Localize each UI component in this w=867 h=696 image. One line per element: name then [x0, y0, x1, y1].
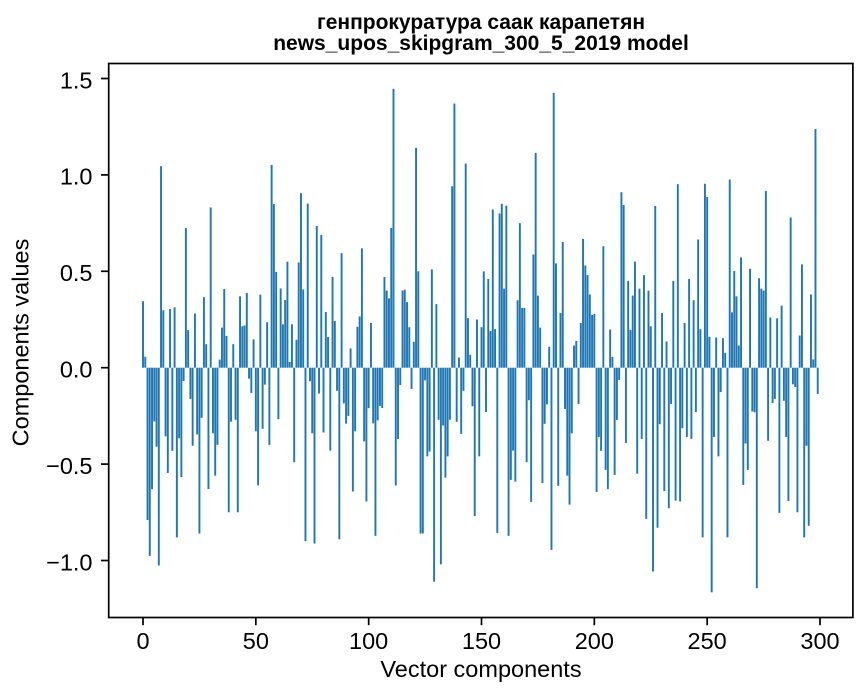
svg-text:Components values: Components values [8, 239, 34, 447]
svg-text:−0.5: −0.5 [46, 453, 92, 479]
svg-text:1.5: 1.5 [60, 67, 93, 93]
svg-text:Vector components: Vector components [380, 656, 581, 682]
svg-text:200: 200 [575, 628, 614, 654]
svg-text:−1.0: −1.0 [46, 549, 92, 575]
svg-text:250: 250 [688, 628, 727, 654]
svg-text:0.0: 0.0 [60, 356, 93, 382]
svg-text:100: 100 [349, 628, 388, 654]
svg-text:300: 300 [800, 628, 839, 654]
svg-text:0: 0 [136, 628, 149, 654]
svg-text:1.0: 1.0 [60, 164, 93, 190]
svg-text:0.5: 0.5 [60, 260, 93, 286]
svg-text:50: 50 [243, 628, 269, 654]
svg-text:генпрокуратура саак карапетян: генпрокуратура саак карапетян [317, 11, 645, 34]
svg-text:news_upos_skipgram_300_5_2019: news_upos_skipgram_300_5_2019 model [273, 32, 689, 55]
svg-text:150: 150 [462, 628, 501, 654]
